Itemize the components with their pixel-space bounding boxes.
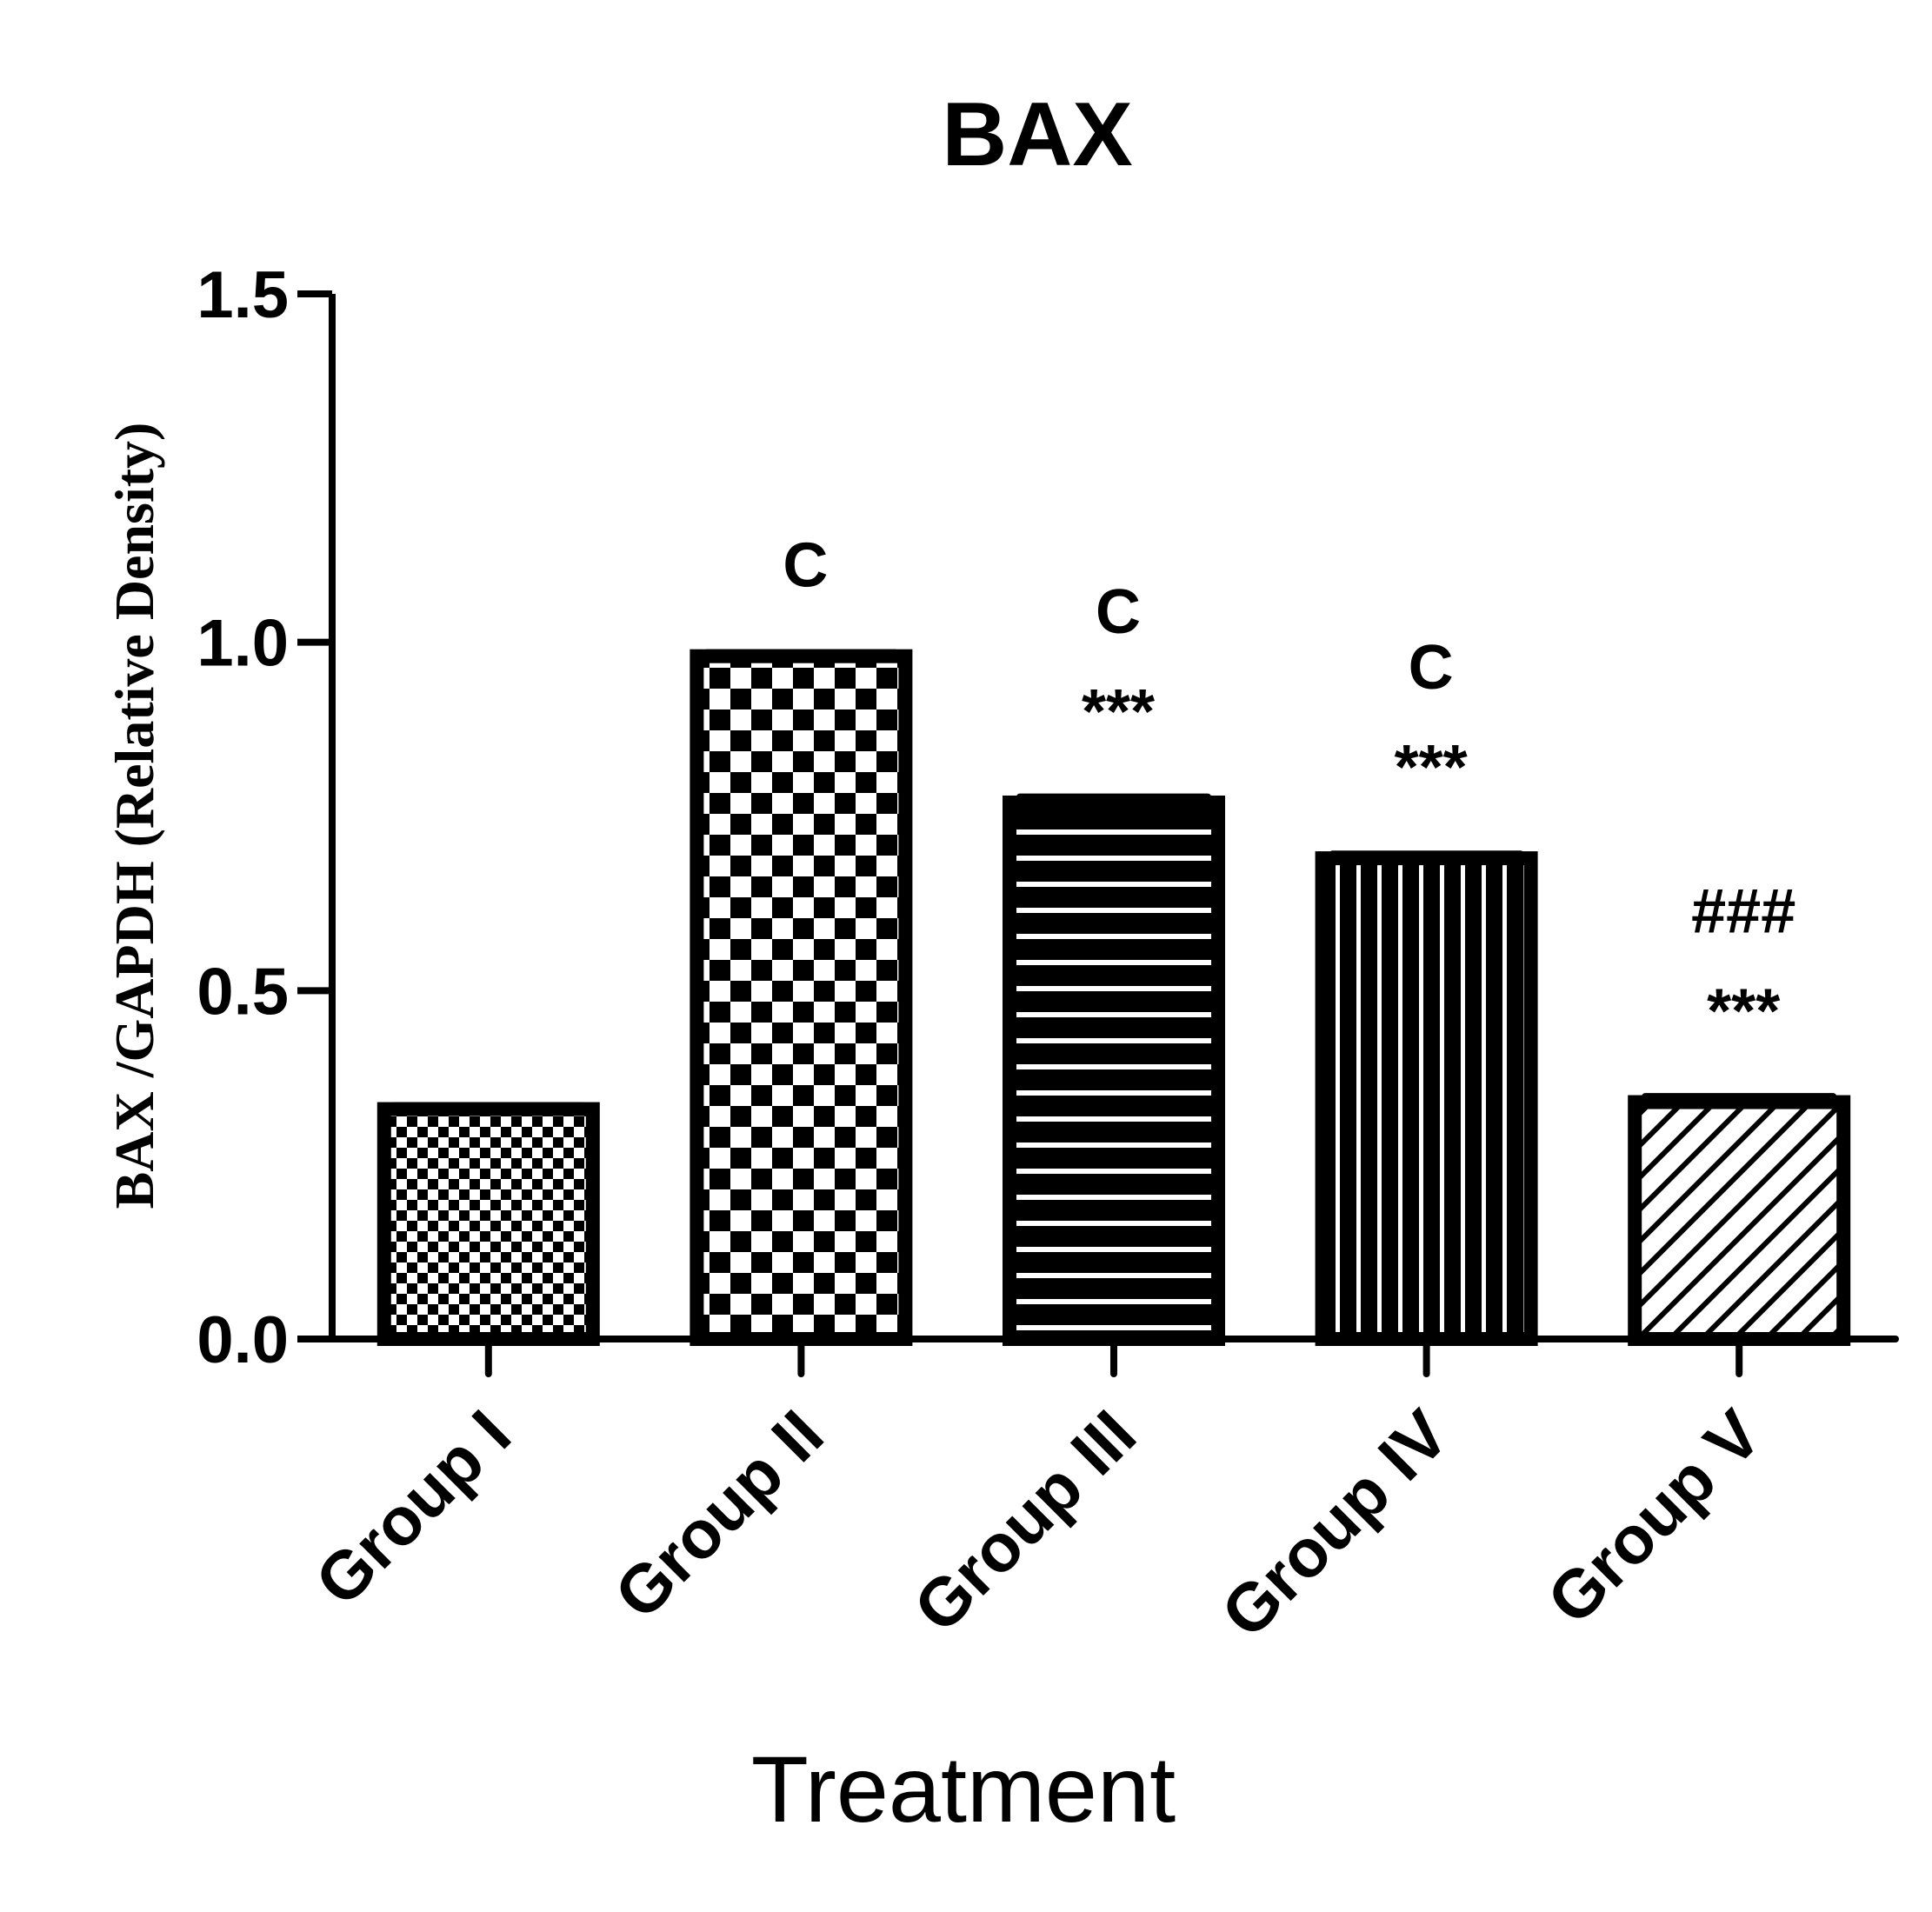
x-tick-label-5: Group V: [1532, 1396, 1775, 1639]
y-axis-label: BAX /GAPDH (Relative Density): [103, 423, 165, 1209]
y-tick-label-1: 0.5: [197, 955, 289, 1029]
significance-label-3-2: ***: [1082, 677, 1155, 747]
significance-label-5-1: ###: [1691, 877, 1795, 947]
significance-label-4-2: ***: [1395, 733, 1468, 803]
x-tick-label-3: Group III: [899, 1396, 1150, 1647]
bar-3: [1003, 795, 1225, 1346]
bar-4: [1315, 851, 1538, 1346]
significance-label-2-1: C: [783, 531, 828, 601]
x-tick-label-2: Group II: [600, 1396, 838, 1634]
x-axis-label: Treatment: [751, 1736, 1176, 1842]
chart-title: BAX: [942, 84, 1133, 185]
y-tick-label-2: 1.0: [197, 607, 289, 681]
y-tick-label-3: 1.5: [197, 258, 289, 332]
bars-layer: [376, 649, 1851, 1347]
x-tick-label-1: Group I: [301, 1396, 525, 1620]
bar-1: [376, 1102, 600, 1347]
annotations-layer: C C *** C *** ### ***: [783, 531, 1795, 1047]
y-tick-label-0: 0.0: [197, 1303, 289, 1377]
significance-label-3-1: C: [1096, 577, 1141, 647]
x-tick-label-4: Group IV: [1207, 1396, 1463, 1652]
significance-label-4-1: C: [1409, 633, 1454, 703]
bar-5: [1628, 1095, 1851, 1346]
significance-label-5-2: ***: [1707, 977, 1780, 1047]
bar-2: [690, 649, 913, 1346]
